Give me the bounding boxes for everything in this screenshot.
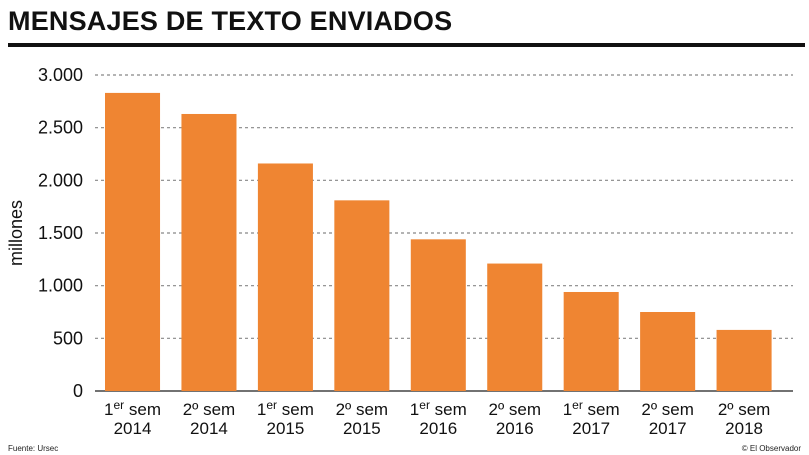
x-tick-label: 2º sem [183, 400, 236, 419]
y-tick-label: 3.000 [38, 65, 83, 85]
x-tick-label-part: 2º sem [183, 400, 236, 419]
bar [716, 329, 772, 391]
x-tick-label-superscript: er [419, 398, 430, 412]
x-tick-year-label: 2016 [419, 419, 457, 438]
x-tick-label: 2º sem [336, 400, 389, 419]
x-tick-year-label: 2018 [725, 419, 763, 438]
bar [563, 291, 619, 391]
x-tick-label: 1er sem [257, 398, 314, 419]
bar [334, 200, 390, 391]
y-tick-label: 1.500 [38, 223, 83, 243]
x-tick-year-label: 2017 [649, 419, 687, 438]
x-tick-label-part: 1 [257, 400, 266, 419]
x-tick-year-label: 2014 [190, 419, 228, 438]
x-tick-label-part: 1 [563, 400, 572, 419]
y-tick-label: 2.500 [38, 118, 83, 138]
x-tick-label: 2º sem [488, 400, 541, 419]
x-tick-label-part: 2º sem [336, 400, 389, 419]
x-tick-label-part: 2º sem [488, 400, 541, 419]
y-tick-label: 500 [53, 328, 83, 348]
title-rule [8, 43, 805, 47]
x-tick-label-part: sem [124, 400, 161, 419]
x-tick-label-part: sem [430, 400, 467, 419]
bar [257, 163, 313, 391]
credit-note: © El Observador [741, 444, 801, 453]
x-tick-label: 2º sem [718, 400, 771, 419]
x-tick-year-label: 2014 [114, 419, 152, 438]
bar [640, 312, 696, 391]
x-tick-label-part: sem [583, 400, 620, 419]
x-tick-label: 2º sem [641, 400, 694, 419]
x-tick-year-label: 2015 [343, 419, 381, 438]
x-tick-label: 1er sem [563, 398, 620, 419]
bar [410, 239, 466, 391]
x-tick-label-part: 1 [410, 400, 419, 419]
x-tick-label: 1er sem [104, 398, 161, 419]
y-tick-label: 2.000 [38, 170, 83, 190]
footer: Fuente: Ursec © El Observador [0, 440, 809, 455]
y-tick-label: 0 [73, 381, 83, 401]
chart-title: MENSAJES DE TEXTO ENVIADOS [8, 6, 453, 36]
bar [105, 92, 161, 391]
x-tick-label-part: sem [277, 400, 314, 419]
x-tick-label-superscript: er [113, 398, 124, 412]
x-tick-label-superscript: er [266, 398, 277, 412]
source-note: Fuente: Ursec [8, 444, 59, 453]
bar [181, 113, 237, 392]
bar-chart: 05001.0001.5002.0002.5003.000millones1er… [6, 65, 793, 438]
x-tick-label: 1er sem [410, 398, 467, 419]
x-tick-label-part: 2º sem [718, 400, 771, 419]
x-tick-label-superscript: er [572, 398, 583, 412]
y-axis-label: millones [6, 200, 26, 266]
y-tick-label: 1.000 [38, 276, 83, 296]
x-tick-year-label: 2017 [572, 419, 610, 438]
x-tick-label-part: 2º sem [641, 400, 694, 419]
x-tick-year-label: 2016 [496, 419, 534, 438]
bar [487, 263, 543, 391]
x-tick-year-label: 2015 [266, 419, 304, 438]
x-tick-label-part: 1 [104, 400, 113, 419]
